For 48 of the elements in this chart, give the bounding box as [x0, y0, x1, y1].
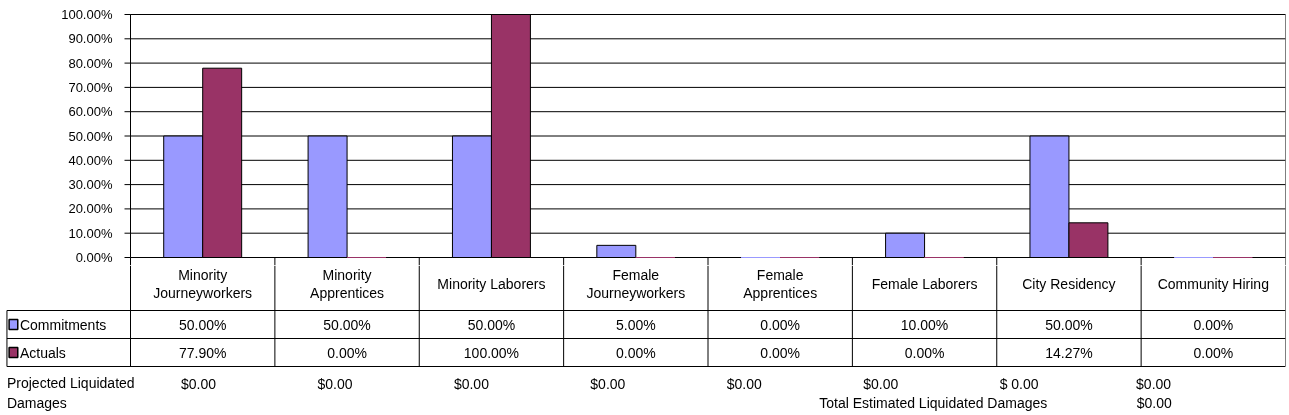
data-label: 0.00% [1193, 316, 1234, 333]
text: $0.00 [590, 375, 626, 392]
text: $ 0.00 [999, 375, 1039, 392]
y-tick-label: 40.00% [68, 152, 113, 168]
text: $0.00 [317, 375, 353, 392]
data-label: 0.00% [760, 344, 801, 361]
data-label: 0.00% [615, 344, 656, 361]
x-tick-label: Minority Apprentices [310, 267, 385, 301]
data-label: 50.00% [1045, 316, 1093, 333]
y-tick-label: 10.00% [68, 225, 113, 241]
data-label: 0.00% [904, 344, 945, 361]
y-tick-label: 70.00% [68, 79, 113, 95]
y-tick-label: 50.00% [68, 128, 113, 144]
legend-label: Commitments [19, 316, 107, 333]
data-label: 10.00% [900, 316, 949, 333]
y-tick-label: 100.00% [61, 7, 113, 22]
x-tick-label: City Residency [1022, 276, 1116, 292]
x-tick-label: Minority Laborers [437, 276, 546, 292]
x-tick-label: Minority Journeyworkers [153, 267, 253, 301]
y-tick-label: 90.00% [68, 31, 113, 47]
text: $0.00 [726, 375, 763, 392]
data-label: 77.90% [178, 344, 227, 361]
y-tick-label: 20.00% [68, 201, 113, 217]
text: $0.00 [453, 375, 490, 392]
x-tick-label: Community Hiring [1157, 276, 1269, 292]
y-tick-label: 0.00% [75, 250, 113, 265]
y-tick-label: 80.00% [68, 55, 113, 71]
data-label: 50.00% [178, 316, 227, 333]
data-label: 0.00% [1193, 344, 1234, 361]
data-label: 0.00% [327, 344, 367, 361]
x-tick-label: Female Laborers [871, 276, 978, 292]
data-label: 5.00% [615, 316, 656, 333]
text: Projected Liquidated Damages [6, 374, 135, 412]
text: $0.00 [863, 375, 899, 392]
data-label: 0.00% [760, 316, 801, 333]
data-label: 100.00% [463, 344, 520, 361]
legend-label: Actuals [19, 344, 66, 361]
y-tick-label: 30.00% [68, 177, 113, 193]
text: $0.00 [1136, 394, 1173, 411]
text: $0.00 [181, 375, 217, 392]
text: Total Estimated Liquidated Damages [819, 394, 1048, 411]
data-label: 50.00% [467, 316, 516, 333]
x-tick-label: Female Journeyworkers [586, 267, 686, 301]
y-tick-label: 60.00% [68, 104, 113, 120]
data-label: 14.27% [1045, 344, 1093, 361]
text: $0.00 [1136, 375, 1172, 392]
x-tick-label: Female Apprentices [743, 267, 818, 301]
data-label: 50.00% [323, 316, 371, 333]
